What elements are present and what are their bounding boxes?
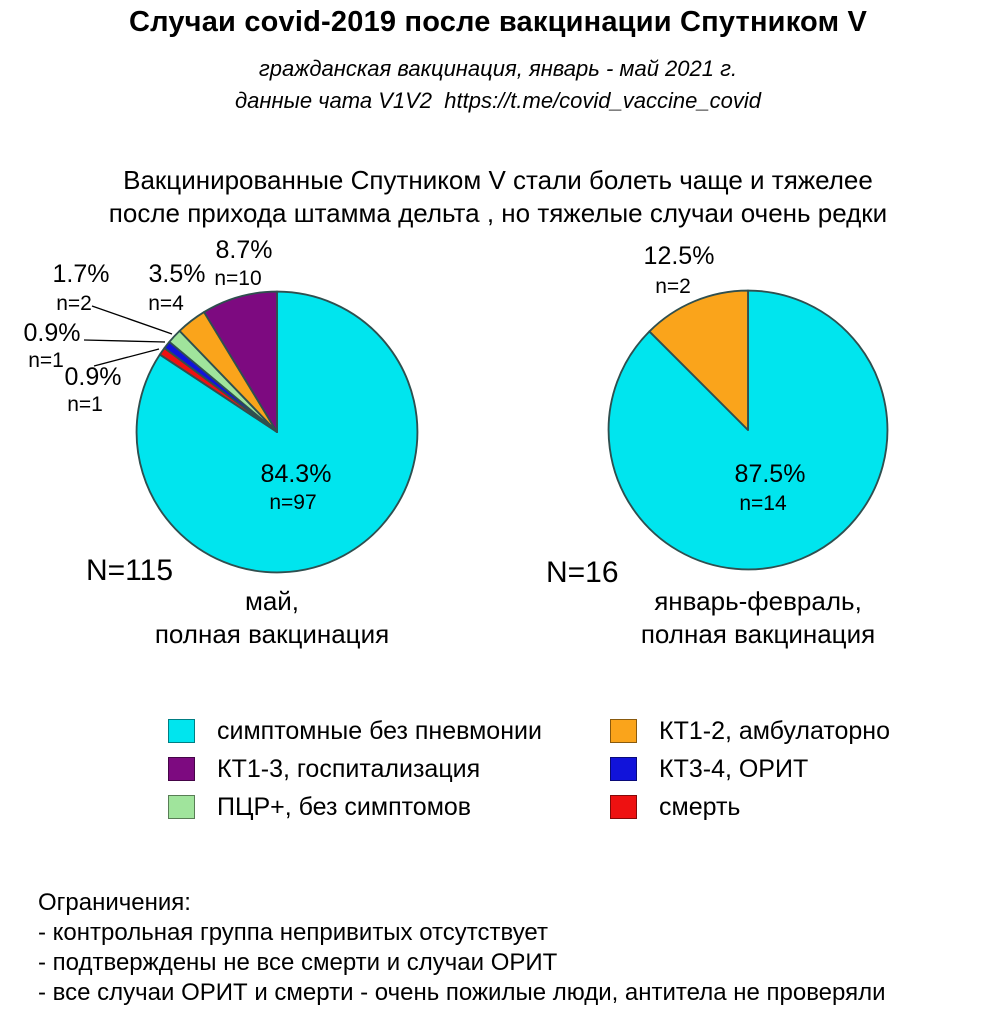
slice-label-pct-red: 0.9% xyxy=(64,363,122,391)
pie-chart-jan-feb xyxy=(605,287,891,573)
pie-slice xyxy=(607,289,889,571)
total-label-jan-feb: N=16 xyxy=(546,556,619,589)
legend-swatch-orange xyxy=(610,719,637,743)
statement-line-1: Вакцинированные Спутником V стали болеть… xyxy=(123,165,873,195)
legend-item-outpatient: КТ1-2, амбулаторно xyxy=(610,716,891,745)
legend-label: симптомные без пневмонии xyxy=(217,716,542,745)
pie-slice xyxy=(203,290,278,433)
legend-column-1: симптомные без пневмонии КТ1-3, госпитал… xyxy=(168,716,542,833)
legend-item-icu: КТ3-4, ОРИТ xyxy=(610,754,890,783)
legend-label: КТ3-4, ОРИТ xyxy=(659,754,809,783)
legend-swatch-cyan xyxy=(168,719,195,743)
caption-jan-feb: январь-февраль, полная вакцинация xyxy=(641,585,875,651)
legend-column-2: КТ1-2, амбулаторно КТ3-4, ОРИТ смерть xyxy=(610,716,891,833)
limitations-item-1: - контрольная группа непривитых отсутств… xyxy=(38,919,548,946)
caption-jan-feb-line-1: январь-февраль, xyxy=(654,586,862,616)
legend-label: КТ1-2, амбулаторно xyxy=(659,716,891,745)
total-label-may: N=115 xyxy=(86,554,174,587)
slice-label-pct-green: 1.7% xyxy=(52,260,110,288)
legend-label: ПЦР+, без симптомов xyxy=(217,792,472,821)
legend-label: смерть xyxy=(659,792,741,821)
caption-jan-feb-line-2: полная вакцинация xyxy=(640,619,876,649)
pie-chart-may xyxy=(133,288,421,576)
caption-may: май, полная вакцинация xyxy=(155,585,389,651)
limitations-heading: Ограничения: xyxy=(38,889,191,916)
slice-label-n-purple: n=10 xyxy=(214,267,262,290)
statement-line-2: после прихода штамма дельта , но тяжелые… xyxy=(108,198,888,228)
limitations-block: Ограничения: - контрольная группа неприв… xyxy=(38,888,886,1008)
pie-slice xyxy=(648,289,749,431)
slice-label-n-red: n=1 xyxy=(67,393,103,416)
legend-item-symptomatic: симптомные без пневмонии xyxy=(168,716,542,745)
legend-swatch-green xyxy=(168,795,195,819)
subtitle-line-1: гражданская вакцинация, январь - май 202… xyxy=(258,56,738,81)
page-title: Случаи covid-2019 после вакцинации Спутн… xyxy=(128,6,868,38)
slice-label-pct-orange-janfeb: 12.5% xyxy=(643,242,715,270)
slice-label-n-cyan-janfeb: n=14 xyxy=(739,492,787,515)
slice-label-pct-cyan-janfeb: 87.5% xyxy=(734,460,806,488)
slice-label-pct-orange: 3.5% xyxy=(148,260,206,288)
slice-label-n-orange-janfeb: n=2 xyxy=(655,275,691,298)
legend-swatch-red xyxy=(610,795,637,819)
slice-label-n-green: n=2 xyxy=(56,292,92,315)
limitations-item-2: - подтверждены не все смерти и случаи ОР… xyxy=(38,949,558,976)
legend-swatch-purple xyxy=(168,757,195,781)
slice-label-n-blue: n=1 xyxy=(28,349,64,372)
slice-label-n-orange: n=4 xyxy=(148,292,184,315)
legend-swatch-blue xyxy=(610,757,637,781)
legend-item-hospitalization: КТ1-3, госпитализация xyxy=(168,754,542,783)
slice-label-n-cyan-may: n=97 xyxy=(269,491,317,514)
legend-item-death: смерть xyxy=(610,792,890,821)
slice-label-pct-blue: 0.9% xyxy=(23,319,81,347)
statement: Вакцинированные Спутником V стали болеть… xyxy=(0,164,996,230)
caption-may-line-1: май, xyxy=(244,586,300,616)
subtitle-line-2: данные чата V1V2 https://t.me/covid_vacc… xyxy=(235,88,761,113)
slice-label-pct-cyan-may: 84.3% xyxy=(260,460,332,488)
slice-label-pct-purple: 8.7% xyxy=(215,236,273,264)
caption-may-line-2: полная вакцинация xyxy=(154,619,390,649)
legend-label: КТ1-3, госпитализация xyxy=(217,754,481,783)
limitations-item-3: - все случаи ОРИТ и смерти - очень пожил… xyxy=(38,979,886,1006)
legend-item-pcr-positive: ПЦР+, без симптомов xyxy=(168,792,542,821)
